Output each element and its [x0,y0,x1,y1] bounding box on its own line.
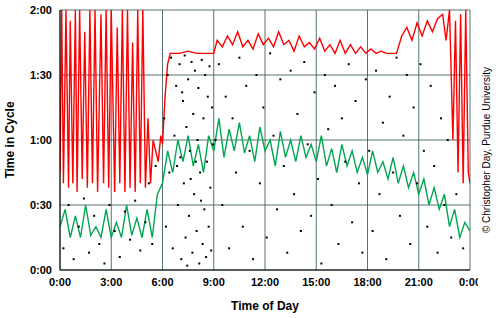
svg-text:© Christopher Day, Purdue Univ: © Christopher Day, Purdue University [481,67,488,233]
svg-text:6:00: 6:00 [151,276,173,288]
svg-text:1:30: 1:30 [30,69,52,81]
svg-text:1:00: 1:00 [30,134,52,146]
svg-text:18:00: 18:00 [353,276,381,288]
svg-text:12:00: 12:00 [251,276,279,288]
svg-text:0:00: 0:00 [49,276,71,288]
svg-text:Time in Cycle: Time in Cycle [8,101,17,178]
svg-text:0:00: 0:00 [30,264,52,276]
svg-text:0:00: 0:00 [459,276,478,288]
svg-text:21:00: 21:00 [405,276,433,288]
svg-text:15:00: 15:00 [302,276,330,288]
svg-text:0:30: 0:30 [30,199,52,211]
svg-text:9:00: 9:00 [203,276,225,288]
svg-text:Time of Day: Time of Day [231,299,299,313]
svg-text:2:00: 2:00 [30,4,52,16]
svg-text:3:00: 3:00 [100,276,122,288]
